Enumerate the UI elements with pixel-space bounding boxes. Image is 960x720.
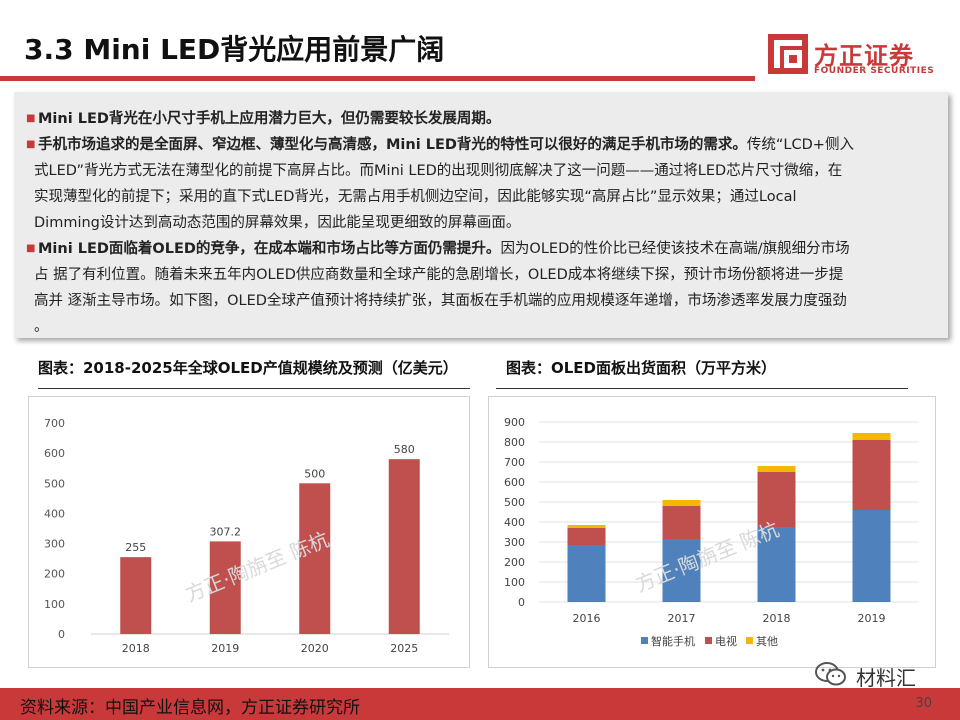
y-tick-label: 0 <box>518 596 525 609</box>
x-tick-label: 2018 <box>122 642 150 655</box>
y-tick-label: 200 <box>504 556 525 569</box>
chart1-frame: 0 100 200 300 400 500 600 700 255 2018 307.2 2019 50… <box>28 396 470 668</box>
data-label: 500 <box>304 467 325 480</box>
bullet-2-line-1: ■ 手机市场追求的是全面屏、窄边框、薄型化与高清感，Mini LED背光的特性可以… <box>26 132 941 158</box>
bullet-1-line-1: ■ Mini LED背光在小尺寸手机上应用潜力巨大，但仍需要较长发展周期。 <box>26 106 941 132</box>
bullet-2-line-3: 实现薄型化的前提下；采用的直下式LED背光，无需占用手机侧边空间，因此能够实现“… <box>34 184 949 210</box>
y-tick-label: 200 <box>44 568 65 581</box>
legend-swatch <box>705 637 712 644</box>
bar-2020 <box>299 483 331 634</box>
y-tick-label: 100 <box>504 576 525 589</box>
bar-2025 <box>388 459 420 634</box>
oled-output-chart: 0 100 200 300 400 500 600 700 255 2018 307.2 2019 50… <box>44 417 449 655</box>
x-tick-label: 2016 <box>573 612 601 625</box>
founder-logo-icon <box>768 34 808 74</box>
chart2-title-rule <box>496 388 908 389</box>
x-tick-label: 2025 <box>390 642 418 655</box>
footer-bar: 资料来源：中国产业信息网，方正证券研究所 30 <box>0 688 960 720</box>
title-divider <box>0 76 755 81</box>
bar-2019-电视 <box>852 440 891 510</box>
chart2-title: 图表：OLED面板出货面积（万平方米） <box>506 359 777 377</box>
page-title: 3.3 Mini LED背光应用前景广阔 <box>24 33 445 66</box>
y-tick-label: 900 <box>504 416 525 429</box>
x-tick-label: 2020 <box>301 642 329 655</box>
source-note: 资料来源：中国产业信息网，方正证券研究所 <box>20 698 360 718</box>
wechat-account-name: 材料汇 <box>856 666 916 690</box>
x-tick-label: 2018 <box>763 612 791 625</box>
bullet-text: 式LED”背光方式无法在薄型化的前提下高屏占比。而Mini LED的出现则彻底解… <box>34 163 843 179</box>
logo-chinese-name: 方正证券 <box>814 42 914 70</box>
bullet-text: 高并 逐渐主导市场。如下图，OLED全球产值预计将持续扩张，其面板在手机端的应用… <box>34 293 847 309</box>
bar-2017-智能手机 <box>662 539 701 602</box>
bar-2018-其他 <box>757 466 796 472</box>
bullet-3-line-1: ■ Mini LED面临着OLED的竞争，在成本端和市场占比等方面仍需提升。因为O… <box>26 236 941 262</box>
bullet-bold-text: 手机市场追求的是全面屏、窄边框、薄型化与高清感，Mini LED背光的特性可以很… <box>38 137 747 153</box>
bullet-bold-text: Mini LED面临着OLED的竞争，在成本端和市场占比等方面仍需提升。 <box>38 241 501 257</box>
legend-label: 电视 <box>715 634 737 648</box>
bullet-text: 实现薄型化的前提下；采用的直下式LED背光，无需占用手机侧边空间，因此能够实现“… <box>34 189 797 205</box>
x-tick-label: 2019 <box>858 612 886 625</box>
wechat-tag: 材料汇 <box>812 660 952 690</box>
bar-2018 <box>120 557 152 634</box>
bullet-3-line-3: 高并 逐渐主导市场。如下图，OLED全球产值预计将持续扩张，其面板在手机端的应用… <box>34 288 949 314</box>
bullet-text: 占 据了有利位置。随着未来五年内OLED供应商数量和全球产能的急剧增长，OLED… <box>34 267 844 283</box>
chart2-frame: 0 100 200 300 400 500 600 700 800 900 2016 2017 2018… <box>488 396 936 668</box>
bar-2018-电视 <box>757 472 796 527</box>
bullet-text: 传统“LCD+侧入 <box>746 137 854 153</box>
y-tick-label: 300 <box>44 538 65 551</box>
chart1-title: 图表：2018-2025年全球OLED产值规模统及预测（亿美元） <box>38 359 458 377</box>
chart1-title-rule <box>38 388 470 389</box>
data-label: 307.2 <box>210 525 242 538</box>
bullet-marker: ■ <box>26 243 36 254</box>
legend-label: 其他 <box>756 635 778 648</box>
data-label: 255 <box>125 541 146 554</box>
y-tick-label: 600 <box>44 447 65 460</box>
bar-2019-其他 <box>852 433 891 440</box>
bullet-3-line-2: 占 据了有利位置。随着未来五年内OLED供应商数量和全球产能的急剧增长，OLED… <box>34 262 949 288</box>
page-number: 30 <box>915 696 932 711</box>
y-tick-label: 400 <box>44 507 65 520</box>
bullet-text: 因为OLED的性价比已经使该技术在高端/旗舰细分市场 <box>500 241 850 257</box>
y-tick-label: 400 <box>504 516 525 529</box>
y-tick-label: 300 <box>504 536 525 549</box>
y-tick-label: 500 <box>504 496 525 509</box>
bar-2017-其他 <box>662 500 701 506</box>
x-tick-label: 2019 <box>211 642 239 655</box>
y-tick-label: 600 <box>504 476 525 489</box>
summary-box: ■ Mini LED背光在小尺寸手机上应用潜力巨大，但仍需要较长发展周期。 ■ 手机市… <box>14 92 948 338</box>
bar-2017-电视 <box>662 506 701 539</box>
bullet-text: Dimming设计达到高动态范围的屏幕效果，因此能呈现更细致的屏幕画面。 <box>34 215 521 231</box>
bar-2019-智能手机 <box>852 510 891 602</box>
y-tick-label: 700 <box>504 456 525 469</box>
bullet-2-line-2: 式LED”背光方式无法在薄型化的前提下高屏占比。而Mini LED的出现则彻底解… <box>34 158 949 184</box>
bar-2018-智能手机 <box>757 527 796 602</box>
logo-english-name: FOUNDER SECURITIES <box>814 66 935 76</box>
bar-2016-其他 <box>567 525 606 528</box>
bullet-bold-text: Mini LED背光在小尺寸手机上应用潜力巨大，但仍需要较长发展周期。 <box>38 111 501 127</box>
legend-label: 智能手机 <box>651 634 695 648</box>
y-tick-label: 0 <box>58 628 65 641</box>
legend-swatch <box>641 637 648 644</box>
bar-2019 <box>209 541 241 634</box>
bar-2016-智能手机 <box>567 545 606 602</box>
bullet-marker: ■ <box>26 139 36 150</box>
y-tick-label: 800 <box>504 436 525 449</box>
bullet-marker: ■ <box>26 113 36 124</box>
bullet-3-line-4: 。 <box>34 314 949 340</box>
bullet-text: 。 <box>34 319 49 335</box>
founder-logo: 方正证券 FOUNDER SECURITIES <box>768 34 938 82</box>
wechat-icon <box>815 662 846 686</box>
data-label: 580 <box>394 443 415 456</box>
y-tick-label: 700 <box>44 417 65 430</box>
legend-swatch <box>746 637 753 644</box>
y-tick-label: 100 <box>44 598 65 611</box>
y-tick-label: 500 <box>44 477 65 490</box>
bar-2016-电视 <box>567 528 606 545</box>
bullet-2-line-4: Dimming设计达到高动态范围的屏幕效果，因此能呈现更细致的屏幕画面。 <box>34 210 949 236</box>
x-tick-label: 2017 <box>668 612 696 625</box>
oled-shipment-area-chart: 0 100 200 300 400 500 600 700 800 900 2016 2017 2018… <box>504 416 919 648</box>
